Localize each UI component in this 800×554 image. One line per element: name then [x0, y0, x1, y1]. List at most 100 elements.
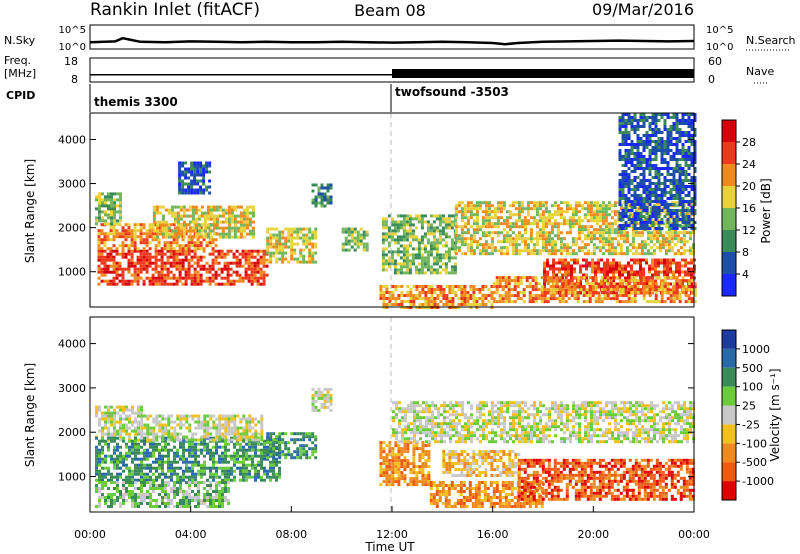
power-cell [113, 204, 116, 208]
power-cell [484, 204, 488, 208]
power-cell [460, 210, 464, 214]
power-cell [627, 188, 631, 191]
power-cell [586, 237, 590, 241]
power-cell [390, 262, 394, 266]
power-cell [568, 228, 572, 232]
power-cell [621, 282, 624, 286]
power-cell [317, 195, 321, 199]
power-cell [175, 276, 179, 280]
power-cell [211, 249, 215, 253]
power-cell [567, 291, 571, 295]
power-cell [663, 128, 667, 131]
power-cell [466, 294, 470, 297]
power-cell [487, 300, 491, 303]
power-cell [592, 213, 596, 217]
power-cell [169, 270, 173, 274]
power-cell [281, 230, 285, 234]
power-cell [281, 233, 285, 237]
power-cell [447, 247, 451, 251]
power-cell [658, 204, 662, 208]
power-cell [466, 222, 470, 226]
power-cell [155, 220, 159, 224]
power-cell [549, 297, 553, 301]
power-cell [442, 288, 446, 291]
power-region [492, 276, 697, 304]
power-cell [685, 240, 689, 244]
velocity-cell [131, 448, 134, 452]
power-cell [112, 255, 116, 259]
velocity-cell [98, 442, 101, 446]
power-cell [387, 256, 391, 260]
power-cell [391, 303, 395, 306]
power-cell [116, 198, 119, 202]
power-cell [633, 291, 637, 295]
power-cell [535, 213, 539, 217]
power-cell [124, 235, 128, 239]
power-cell [160, 270, 164, 274]
power-cell [424, 291, 428, 294]
power-cell [499, 231, 503, 235]
power-cell [232, 255, 236, 259]
power-cell [160, 249, 164, 253]
power-cell [302, 257, 306, 261]
power-cell [139, 261, 143, 265]
power-cell [574, 210, 578, 214]
power-cell [191, 217, 195, 221]
velocity-cell [98, 439, 101, 443]
power-cell [520, 210, 524, 214]
power-cell [652, 228, 656, 232]
power-cell [208, 282, 212, 286]
power-cell [417, 214, 421, 218]
power-cell [106, 282, 110, 286]
power-cell [454, 234, 458, 238]
power-cell [556, 225, 560, 229]
power-cell [648, 143, 652, 146]
power-cell [637, 243, 641, 247]
power-cell [636, 282, 640, 286]
power-cell [627, 155, 631, 158]
power-cell [580, 228, 584, 232]
velocity-cell [248, 448, 251, 452]
power-cell [645, 276, 649, 280]
power-cell [420, 259, 424, 263]
power-cell [672, 125, 676, 128]
power-cell [106, 255, 110, 259]
power-cell [672, 224, 676, 227]
power-cell [402, 232, 406, 236]
power-cell [387, 226, 391, 230]
power-cell [405, 229, 409, 233]
power-cell [681, 279, 685, 283]
power-cell [669, 149, 673, 152]
velocity-cell [197, 442, 200, 446]
power-cell [451, 297, 455, 300]
power-cell [311, 251, 315, 255]
power-cell [441, 220, 445, 224]
power-cell [565, 207, 569, 211]
power-cell [187, 273, 191, 277]
power-cell [112, 270, 116, 274]
power-cell [675, 218, 679, 221]
power-cell [278, 245, 282, 249]
power-cell [687, 285, 691, 289]
velocity-cell [209, 448, 212, 452]
power-cell [604, 204, 608, 208]
power-cell [631, 240, 635, 244]
power-cell [469, 252, 473, 256]
frequency-trace [90, 69, 694, 78]
power-cell [169, 261, 173, 265]
power-cell [673, 234, 677, 238]
power-cell [619, 237, 623, 241]
power-cell [552, 279, 556, 283]
power-cell [606, 282, 610, 286]
power-cell [565, 246, 569, 250]
power-cell [654, 273, 657, 277]
power-cell [675, 182, 679, 185]
power-cell [163, 279, 167, 283]
velocity-cell [260, 448, 263, 452]
power-cell [172, 282, 176, 286]
power-cell [618, 143, 622, 146]
power-cell [660, 113, 664, 116]
power-cell [544, 222, 548, 226]
power-cell [684, 134, 688, 137]
power-cell [654, 191, 658, 194]
